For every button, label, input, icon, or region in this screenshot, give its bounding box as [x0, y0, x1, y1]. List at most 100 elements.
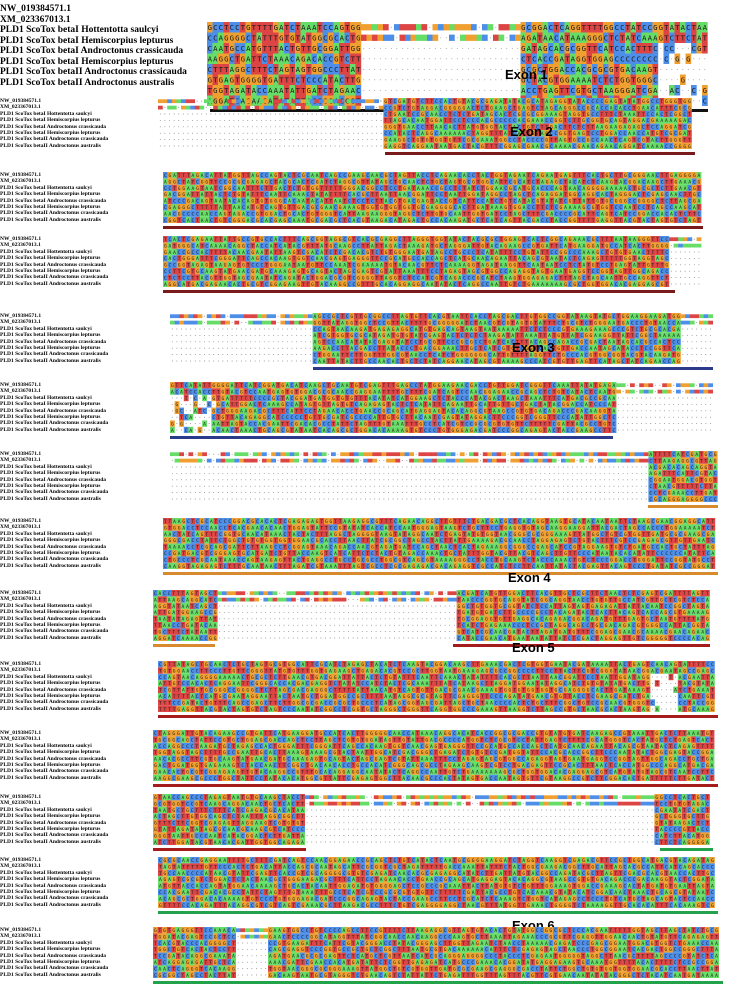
nucleotide-cell [535, 242, 541, 249]
nucleotide-letter: A [619, 211, 622, 217]
gap-dot [423, 89, 425, 91]
nucleotide-cell [493, 117, 499, 124]
nucleotide-letter: T [598, 23, 603, 32]
nucleotide-letter: G [555, 237, 558, 243]
nucleotide-cell [623, 172, 628, 179]
nucleotide-cell [466, 142, 471, 150]
nucleotide-cell [489, 242, 495, 249]
nucleotide-letter: T [703, 34, 708, 43]
sequence-label: PLD1 ScoTox betaI Hemiscorpius lepturus [0, 36, 173, 47]
nucleotide-letter: T [219, 173, 222, 179]
nucleotide-letter: T [601, 199, 604, 205]
nucleotide-letter: G [684, 173, 687, 179]
nucleotide-cell [176, 197, 182, 204]
nucleotide-letter: T [340, 44, 345, 53]
nucleotide-letter: C [472, 105, 475, 111]
nucleotide-letter: C [421, 99, 424, 105]
gap-dot [676, 79, 678, 81]
nucleotide-letter: T [527, 131, 530, 137]
sequence-label: PLD1 ScoTox betaII Androctonus crassicau… [0, 136, 108, 142]
nucleotide-letter: A [164, 179, 167, 185]
nucleotide-letter: T [408, 237, 411, 243]
nucleotide-cell [618, 172, 624, 179]
nucleotide-cell [259, 216, 265, 224]
nucleotide-cell [195, 197, 200, 204]
nucleotide-letter: T [307, 243, 310, 249]
nucleotide-cell [217, 105, 223, 110]
nucleotide-cell [669, 237, 674, 242]
nucleotide-cell [347, 236, 352, 243]
nucleotide-letter: T [444, 118, 447, 124]
nucleotide-cell [562, 130, 568, 137]
nucleotide-cell [627, 136, 632, 143]
nucleotide-cell [397, 136, 402, 143]
nucleotide-cell [627, 178, 633, 185]
nucleotide-letter: T [509, 211, 512, 217]
gap-dot [224, 119, 226, 121]
nucleotide-cell [663, 53, 670, 64]
nucleotide-cell [218, 95, 224, 106]
nucleotide-cell [324, 178, 329, 185]
nucleotide-cell [461, 98, 467, 105]
nucleotide-cell [301, 191, 306, 198]
nucleotide-cell [255, 236, 260, 243]
nucleotide-letter: C [384, 112, 387, 118]
gap-dot [320, 126, 322, 128]
nucleotide-cell [425, 204, 430, 211]
gap-dot [330, 126, 331, 128]
nucleotide-letter: A [564, 173, 567, 179]
gap-dot [316, 126, 318, 128]
nucleotide-cell [347, 178, 352, 185]
nucleotide-letter: A [371, 173, 374, 179]
gap-dot [261, 113, 262, 115]
nucleotide-cell [171, 99, 177, 104]
nucleotide-letter: C [620, 44, 624, 53]
nucleotide-cell [351, 178, 357, 185]
nucleotide-cell [255, 191, 260, 198]
nucleotide-cell [411, 136, 416, 143]
nucleotide-cell [250, 236, 256, 243]
nucleotide-letter: C [458, 118, 461, 124]
nucleotide-letter: A [571, 55, 576, 64]
nucleotide-cell [218, 85, 224, 96]
gap-dot [187, 132, 189, 134]
nucleotide-cell [452, 191, 458, 198]
nucleotide-cell [553, 142, 559, 150]
nucleotide-letter: T [550, 137, 553, 143]
nucleotide-letter: G [164, 243, 167, 249]
nucleotide-cell [470, 123, 476, 130]
nucleotide-cell [342, 210, 348, 217]
nucleotide-cell [622, 98, 628, 105]
nucleotide-cell [448, 178, 453, 185]
nucleotide-letter: T [173, 186, 176, 192]
nucleotide-letter: G [684, 205, 687, 211]
nucleotide-cell [402, 242, 407, 249]
nucleotide-cell [397, 110, 402, 118]
nucleotide-letter: A [408, 199, 411, 205]
nucleotide-letter: G [435, 205, 438, 211]
gap-dot [302, 119, 304, 121]
nucleotide-cell [439, 197, 444, 204]
nucleotide-cell [199, 172, 205, 179]
nucleotide-letter: G [550, 125, 553, 131]
nucleotide-cell [264, 197, 269, 204]
nucleotide-cell [613, 117, 619, 124]
nucleotide-letter: C [389, 105, 392, 111]
nucleotide-letter: G [629, 192, 632, 198]
nucleotide-cell [669, 172, 674, 179]
nucleotide-letter: G [394, 112, 397, 118]
nucleotide-letter: A [394, 137, 397, 143]
gap-dot [376, 119, 377, 121]
nucleotide-letter: G [637, 105, 640, 111]
nucleotide-letter: A [320, 179, 323, 185]
nucleotide-letter: T [642, 44, 647, 53]
nucleotide-letter: A [633, 237, 636, 243]
gap-dot [164, 145, 166, 147]
nucleotide-cell [623, 184, 628, 192]
sequence-label: NW_019384571.1 [0, 98, 41, 104]
nucleotide-cell [575, 74, 582, 85]
nucleotide-letter: T [615, 173, 618, 179]
nucleotide-cell [623, 204, 628, 211]
nucleotide-cell [521, 236, 527, 243]
gap-dot [434, 47, 436, 49]
